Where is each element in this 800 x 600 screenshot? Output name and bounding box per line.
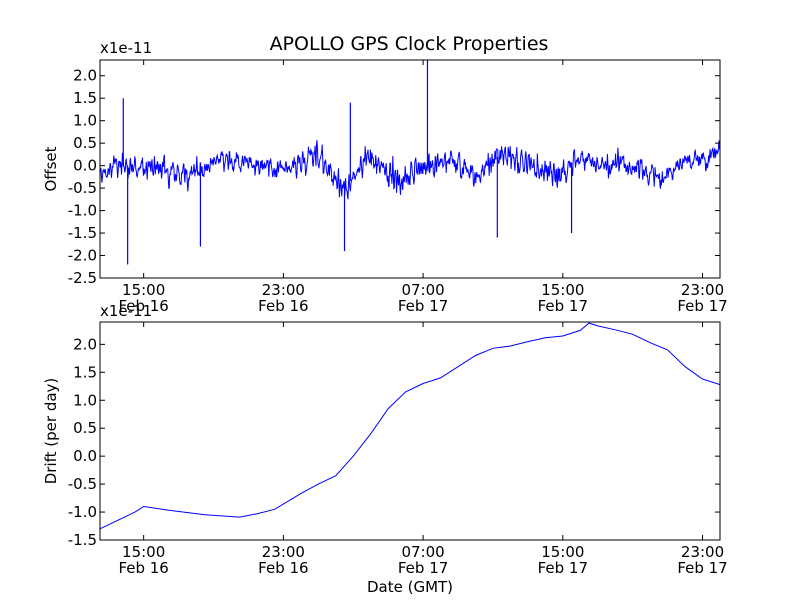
offset-ticks: -2.5 -2.0 -1.5 -1.0 -0.5 0.0 0.5 1.0 1.5 2.0 15:00… (68, 60, 728, 315)
x-tick-date-label: Feb 17 (538, 297, 588, 315)
x-tick-date-label: Feb 17 (677, 297, 727, 315)
drift-axes-frame (99, 321, 721, 541)
x-tick-time-label: 15:00 (541, 543, 584, 561)
x-tick-time-label: 15:00 (122, 543, 165, 561)
y-tick-label: 1.5 (73, 89, 97, 107)
y-tick-label: -1.5 (68, 224, 97, 242)
x-tick-time-label: 23:00 (262, 543, 305, 561)
offset-series-line (99, 140, 721, 200)
x-tick-date-label: Feb 17 (538, 559, 588, 577)
drift-y-axis-label: Drift (per day) (42, 378, 60, 485)
y-tick-label: 1.5 (73, 363, 97, 381)
x-tick-time-label: 15:00 (541, 281, 584, 299)
y-tick-label: 1.0 (73, 391, 97, 409)
y-tick-label: -1.0 (68, 503, 97, 521)
chart-title: APOLLO GPS Clock Properties (270, 33, 549, 55)
x-tick-date-label: Feb 16 (118, 297, 168, 315)
offset-y-axis-label: Offset (42, 146, 60, 191)
y-tick-label: 2.0 (73, 335, 97, 353)
drift-multiplier-label: x1e-11 (100, 302, 152, 320)
y-tick-label: 1.0 (73, 112, 97, 130)
x-tick-time-label: 07:00 (401, 543, 444, 561)
offset-axes-frame (99, 59, 721, 279)
x-tick-date-label: Feb 17 (398, 559, 448, 577)
x-tick-date-label: Feb 16 (118, 559, 168, 577)
y-tick-label: -1.0 (68, 202, 97, 220)
offset-panel: x1e-11 Offset -2.5 -2.0 -1.5 -1.0 -0.5 0.0 0.5… (42, 39, 728, 315)
x-tick-date-label: Feb 17 (677, 559, 727, 577)
y-tick-label: -0.5 (68, 475, 97, 493)
y-tick-label: 0.5 (73, 419, 97, 437)
x-tick-time-label: 07:00 (401, 281, 444, 299)
offset-marks (99, 60, 721, 265)
y-tick-label: -1.5 (68, 531, 97, 549)
x-tick-time-label: 23:00 (681, 543, 724, 561)
x-tick-date-label: Feb 16 (258, 297, 308, 315)
y-tick-label: 0.0 (73, 447, 97, 465)
x-tick-date-label: Feb 17 (398, 297, 448, 315)
x-tick-date-label: Feb 16 (258, 559, 308, 577)
y-tick-label: 2.0 (73, 67, 97, 85)
x-tick-time-label: 23:00 (681, 281, 724, 299)
drift-series-line (99, 322, 721, 530)
y-tick-label: -2.5 (68, 269, 97, 287)
y-tick-label: 0.5 (73, 134, 97, 152)
x-tick-time-label: 23:00 (262, 281, 305, 299)
drift-panel: x1e-11 Drift (per day) -1.5 -1.0 -0.5 0.0 0.… (42, 302, 728, 577)
y-tick-label: -0.5 (68, 179, 97, 197)
offset-multiplier-label: x1e-11 (100, 39, 152, 57)
x-axis-label: Date (GMT) (367, 578, 453, 596)
y-tick-label: -2.0 (68, 247, 97, 265)
x-tick-time-label: 15:00 (122, 281, 165, 299)
drift-marks (99, 322, 721, 530)
y-tick-label: 0.0 (73, 157, 97, 175)
